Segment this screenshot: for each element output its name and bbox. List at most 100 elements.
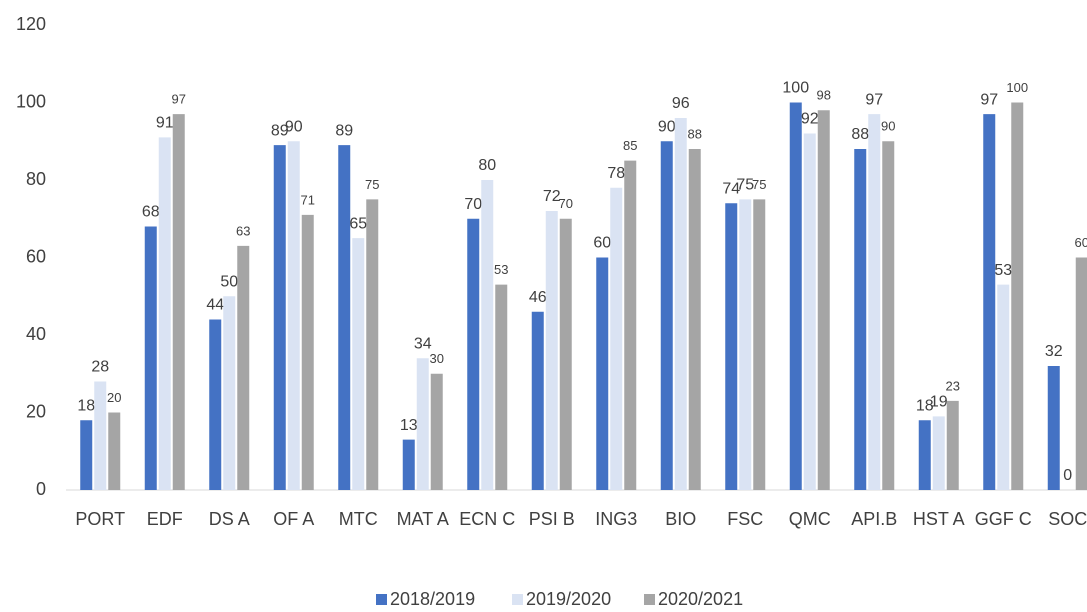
bar (688, 149, 701, 490)
data-label: 65 (349, 215, 367, 232)
bar (531, 311, 544, 490)
legend-swatch (512, 594, 523, 605)
bar (273, 145, 286, 490)
bar (1075, 257, 1087, 490)
x-tick-label: MAT A (397, 509, 449, 529)
data-label: 70 (559, 196, 573, 211)
y-tick-label: 60 (26, 246, 46, 266)
data-label: 89 (271, 122, 289, 139)
legend-label: 2018/2019 (390, 589, 475, 609)
data-label: 60 (593, 235, 611, 252)
legend-swatch (644, 594, 655, 605)
data-label: 70 (464, 196, 482, 213)
data-label: 92 (801, 111, 819, 128)
data-label: 85 (623, 138, 637, 153)
bar (674, 118, 687, 490)
data-label: 80 (478, 157, 496, 174)
x-tick-label: EDF (147, 509, 183, 529)
y-tick-label: 0 (36, 479, 46, 499)
bar (108, 412, 121, 490)
bar (817, 110, 830, 490)
legend-label: 2020/2021 (658, 589, 743, 609)
bar (402, 439, 415, 490)
bar (80, 420, 93, 490)
x-tick-label: ECN C (459, 509, 515, 529)
data-label: 71 (301, 192, 315, 207)
data-label: 97 (980, 91, 998, 108)
x-tick-label: ING3 (595, 509, 637, 529)
bar (158, 137, 171, 490)
x-tick-label: MTC (339, 509, 378, 529)
data-label: 75 (736, 177, 754, 194)
x-tick-label: DS A (209, 509, 250, 529)
bar (739, 199, 752, 490)
bar (610, 187, 623, 490)
bar (1011, 102, 1024, 490)
y-tick-label: 100 (16, 91, 46, 111)
data-label: 18 (77, 397, 95, 414)
data-label: 34 (414, 335, 432, 352)
bar (287, 141, 300, 490)
data-label: 75 (752, 177, 766, 192)
y-tick-label: 20 (26, 401, 46, 421)
bar (481, 180, 494, 490)
data-label: 90 (658, 118, 676, 135)
bar (559, 218, 572, 490)
data-label: 53 (494, 262, 508, 277)
data-label: 53 (994, 262, 1012, 279)
y-tick-label: 80 (26, 169, 46, 189)
data-label: 68 (142, 204, 160, 221)
bar (789, 102, 802, 490)
data-label: 0 (1063, 467, 1072, 484)
x-tick-label: HST A (913, 509, 965, 529)
y-tick-label: 120 (16, 14, 46, 34)
bar (918, 420, 931, 490)
bar (596, 257, 609, 490)
bar (301, 214, 314, 490)
data-label: 72 (543, 188, 561, 205)
data-label: 18 (916, 397, 934, 414)
data-label: 46 (529, 289, 547, 306)
data-label: 63 (236, 223, 250, 238)
bar (660, 141, 673, 490)
legend-label: 2019/2020 (526, 589, 611, 609)
bar (366, 199, 379, 490)
x-tick-label: GGF C (975, 509, 1032, 529)
data-label: 89 (335, 122, 353, 139)
data-label: 13 (400, 417, 418, 434)
bar (416, 358, 429, 490)
data-label: 88 (688, 126, 702, 141)
data-label: 44 (206, 297, 224, 314)
bar (882, 141, 895, 490)
x-tick-label: PSI B (529, 509, 575, 529)
bar (209, 319, 222, 490)
data-label: 74 (722, 180, 740, 197)
data-label: 60 (1075, 235, 1087, 250)
data-label: 97 (172, 92, 186, 107)
x-tick-label: API.B (851, 509, 897, 529)
data-label: 97 (865, 91, 883, 108)
data-label: 78 (607, 165, 625, 182)
bar (997, 284, 1010, 490)
data-label: 90 (285, 118, 303, 135)
bar (803, 133, 816, 490)
data-label: 20 (107, 390, 121, 405)
data-label: 96 (672, 95, 690, 112)
bar (352, 238, 365, 490)
bar (1047, 366, 1060, 490)
x-tick-label: OF A (273, 509, 314, 529)
data-label: 28 (91, 359, 109, 376)
bar (223, 296, 236, 490)
data-label: 23 (946, 378, 960, 393)
data-label: 30 (430, 351, 444, 366)
data-label: 32 (1045, 343, 1063, 360)
data-label: 75 (365, 177, 379, 192)
bar (932, 416, 945, 490)
bar (338, 145, 351, 490)
data-label: 100 (782, 80, 809, 97)
bar (983, 114, 996, 490)
x-tick-label: FSC (727, 509, 763, 529)
bar (624, 160, 637, 490)
bar (946, 400, 959, 490)
